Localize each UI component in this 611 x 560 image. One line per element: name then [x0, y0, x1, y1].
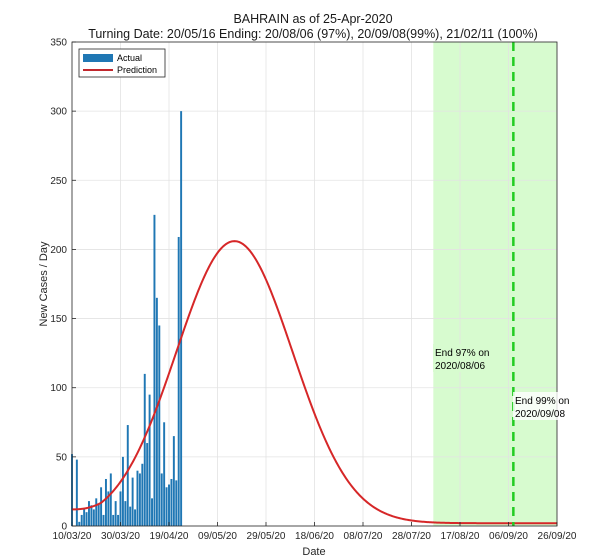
actual-bar [88, 501, 90, 526]
annotation-end-99-line2: 2020/09/08 [515, 409, 565, 420]
x-axis-ticks: 10/03/20 30/03/20 19/04/20 09/05/20 29/05/20… [53, 522, 577, 542]
y-tick-label: 100 [50, 383, 67, 394]
x-tick-label: 26/09/20 [538, 531, 577, 542]
x-tick-label: 08/07/20 [344, 531, 383, 542]
actual-bar [172, 436, 175, 526]
chart-subtitle: Turning Date: 20/05/16 Ending: 20/08/06 … [88, 27, 538, 41]
actual-bar [114, 501, 117, 526]
actual-bar [155, 297, 158, 526]
annotation-end-97: End 97% on 2020/08/06 [433, 344, 495, 372]
y-axis-ticks: 0 50 100 150 200 250 300 350 [50, 38, 76, 533]
actual-bar [175, 480, 178, 526]
legend-prediction-label: Prediction [117, 65, 157, 75]
annotation-end-97-bg [433, 344, 495, 372]
actual-bar [177, 236, 180, 527]
actual-bar [165, 487, 168, 526]
actual-bar [107, 491, 110, 526]
actual-bar [170, 478, 173, 526]
actual-bar [158, 325, 161, 526]
annotation-end-97-line1: End 97% on [435, 348, 490, 359]
y-tick-label: 0 [61, 522, 67, 533]
actual-bar [83, 509, 86, 526]
x-tick-label: 09/05/20 [198, 531, 237, 542]
y-tick-label: 150 [50, 314, 67, 325]
actual-bar [97, 503, 100, 526]
actual-bar [80, 514, 83, 526]
actual-bar [134, 509, 137, 526]
actual-bar [143, 373, 146, 526]
actual-bar [92, 509, 95, 526]
actual-bar [124, 501, 127, 526]
x-tick-label: 19/04/20 [150, 531, 189, 542]
legend-actual-swatch [83, 54, 113, 62]
actual-bar [85, 512, 88, 526]
actual-bar [129, 506, 132, 526]
actual-bar [90, 505, 93, 526]
actual-bar [151, 498, 153, 526]
annotation-end-99-bg [513, 392, 571, 420]
x-tick-label: 17/08/20 [441, 531, 480, 542]
actual-bar [100, 487, 103, 526]
x-tick-label: 29/05/20 [247, 531, 286, 542]
actual-bar [104, 478, 107, 526]
actual-bars [71, 111, 183, 527]
actual-bar [180, 111, 183, 527]
legend: Actual Prediction [78, 48, 166, 78]
actual-bar [95, 498, 98, 526]
x-axis-label: Date [302, 546, 325, 558]
actual-bar [126, 425, 129, 526]
annotation-end-99: End 99% on 2020/09/08 [513, 392, 571, 420]
actual-bar [168, 484, 170, 526]
actual-bar [119, 491, 122, 526]
actual-bar [121, 456, 124, 526]
x-tick-label: 30/03/20 [101, 531, 140, 542]
y-tick-label: 250 [50, 176, 67, 187]
actual-bar [136, 470, 139, 526]
actual-bar [160, 473, 163, 526]
annotation-end-99-line1: End 99% on [515, 396, 570, 407]
legend-actual-label: Actual [117, 53, 142, 63]
actual-bar [153, 214, 156, 526]
y-tick-label: 200 [50, 245, 67, 256]
y-tick-label: 50 [56, 452, 68, 463]
actual-bar [75, 459, 78, 526]
actual-bar [146, 443, 149, 526]
actual-bar [117, 514, 120, 526]
y-tick-label: 300 [50, 107, 67, 118]
actual-bar [163, 422, 166, 526]
annotation-end-97-line2: 2020/08/06 [435, 361, 485, 372]
actual-bar [109, 473, 112, 526]
actual-bar [141, 463, 144, 526]
x-tick-label: 18/06/20 [295, 531, 334, 542]
ending-shaded-region [433, 42, 557, 526]
actual-bar [78, 521, 81, 526]
chart-title: BAHRAIN as of 25-Apr-2020 [233, 12, 392, 26]
legend-box [78, 48, 166, 78]
y-axis-label: New Cases / Day [38, 241, 50, 326]
actual-bar [138, 473, 141, 526]
actual-bar [112, 514, 115, 526]
actual-bar [102, 514, 105, 526]
actual-bar [148, 394, 151, 526]
x-tick-label: 28/07/20 [392, 531, 431, 542]
actual-bar [131, 477, 134, 526]
prediction-line [72, 240, 557, 525]
x-tick-label: 06/09/20 [489, 531, 528, 542]
y-tick-label: 350 [50, 38, 67, 49]
x-tick-label: 10/03/20 [53, 531, 92, 542]
